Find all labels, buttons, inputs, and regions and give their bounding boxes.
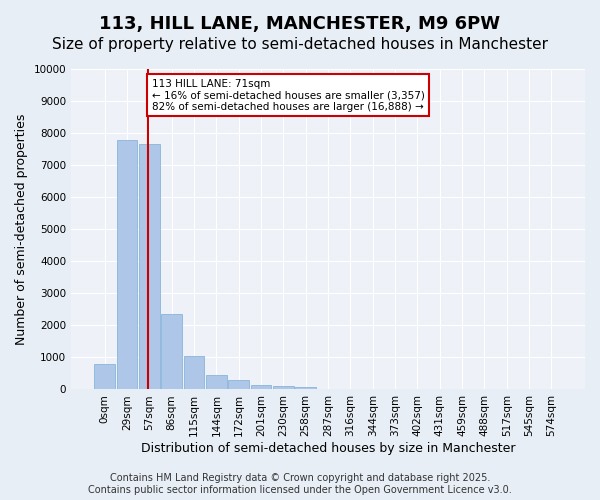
Bar bbox=[184, 356, 204, 390]
Bar bbox=[251, 384, 271, 390]
X-axis label: Distribution of semi-detached houses by size in Manchester: Distribution of semi-detached houses by … bbox=[141, 442, 515, 455]
Text: 113 HILL LANE: 71sqm
← 16% of semi-detached houses are smaller (3,357)
82% of se: 113 HILL LANE: 71sqm ← 16% of semi-detac… bbox=[152, 78, 425, 112]
Text: Contains HM Land Registry data © Crown copyright and database right 2025.
Contai: Contains HM Land Registry data © Crown c… bbox=[88, 474, 512, 495]
Y-axis label: Number of semi-detached properties: Number of semi-detached properties bbox=[15, 114, 28, 345]
Text: 113, HILL LANE, MANCHESTER, M9 6PW: 113, HILL LANE, MANCHESTER, M9 6PW bbox=[100, 15, 500, 33]
Bar bbox=[161, 314, 182, 390]
Bar bbox=[94, 364, 115, 390]
Bar bbox=[206, 374, 227, 390]
Bar bbox=[295, 387, 316, 390]
Bar bbox=[117, 140, 137, 390]
Text: Size of property relative to semi-detached houses in Manchester: Size of property relative to semi-detach… bbox=[52, 38, 548, 52]
Bar bbox=[139, 144, 160, 390]
Bar bbox=[273, 386, 293, 390]
Bar bbox=[229, 380, 249, 390]
